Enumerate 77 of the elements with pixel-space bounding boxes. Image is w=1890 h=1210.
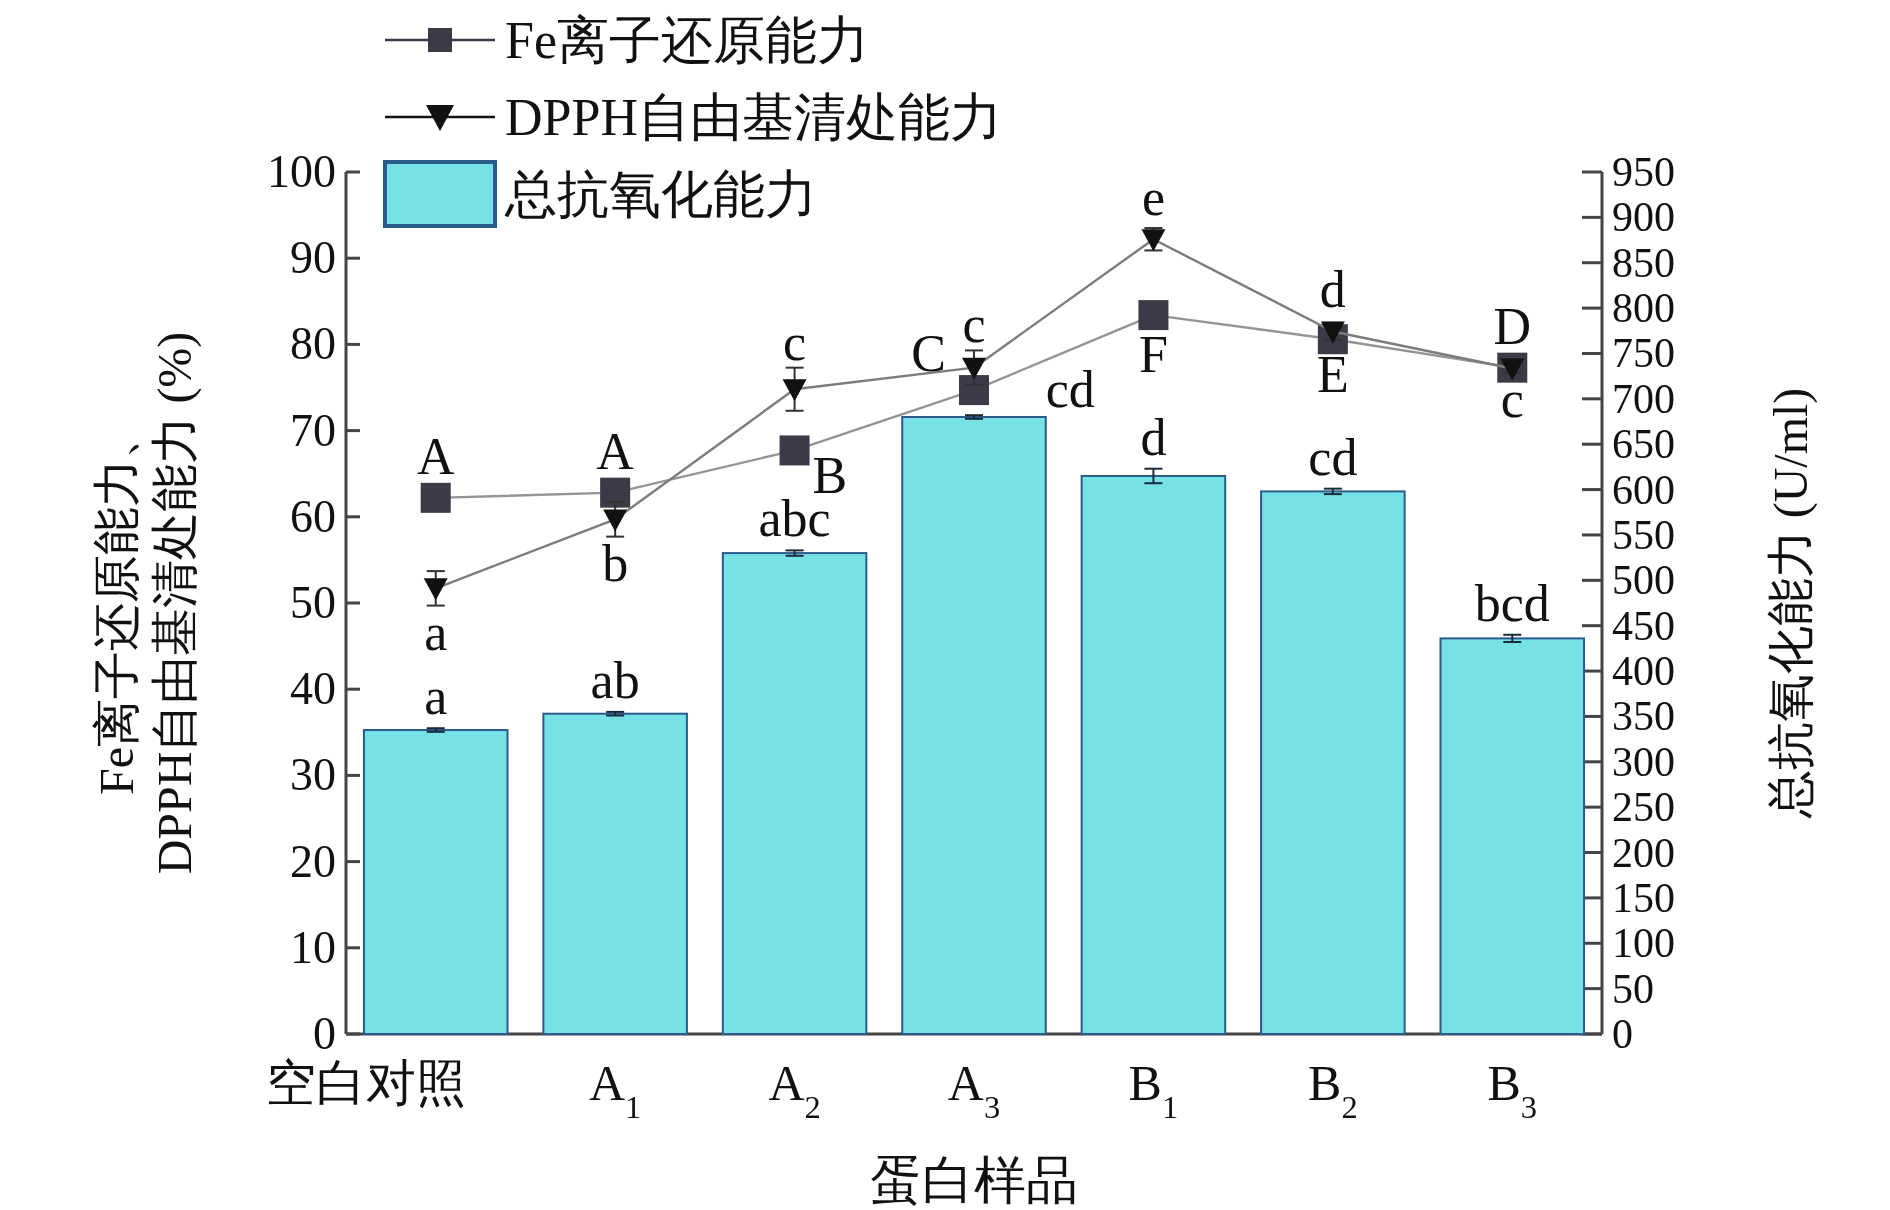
annotation: e: [1141, 169, 1165, 227]
y-axis-title: Fe离子还原能力、 DPPH自由基清处能力 (%): [90, 331, 202, 875]
y2-tick-label: 550: [1612, 511, 1675, 558]
annotation: a: [424, 603, 448, 661]
y2-tick-label: 450: [1612, 602, 1675, 649]
y2-tick-label: 900: [1612, 194, 1675, 241]
bar: [901, 415, 1047, 1035]
y-tick-label: 10: [290, 921, 336, 973]
x-tick-label: A$_{2}$: [768, 1055, 821, 1125]
point: [420, 482, 451, 513]
annotation: E: [1316, 345, 1349, 403]
x-tick-label: B$_{1}$: [1128, 1055, 1179, 1125]
y-tick-label: 100: [267, 146, 336, 197]
y2-tick-label: 250: [1612, 784, 1675, 831]
point: [423, 578, 448, 601]
annotation: D: [1493, 297, 1532, 355]
y2-tick-label: 100: [1612, 920, 1675, 967]
bar: [362, 729, 509, 1035]
y2-tick-label: 200: [1612, 829, 1675, 876]
annotation: cd: [1045, 361, 1095, 419]
bar: [1080, 474, 1227, 1035]
annotation: C: [911, 325, 946, 383]
y2-tick-label: 950: [1612, 149, 1675, 195]
x-tick-label: B$_{2}$: [1308, 1055, 1358, 1125]
y-tick-label: 90: [290, 232, 336, 284]
point: [1138, 300, 1169, 331]
y2-tick-label: 300: [1612, 738, 1675, 785]
x-tick-label: A$_{1}$: [588, 1055, 642, 1125]
bar: [542, 712, 688, 1035]
y-tick-label: 60: [290, 490, 336, 542]
legend-label: 总抗氧化能力: [504, 166, 817, 223]
y2-tick-label: 400: [1612, 648, 1675, 695]
y2-tick-label: 750: [1612, 330, 1675, 377]
annotation: A: [596, 422, 635, 480]
y2-axis-title: 总抗氧化能力 (U/ml): [1764, 387, 1818, 820]
bar: [1260, 490, 1406, 1035]
annotation: b: [602, 534, 629, 592]
y2-tick-label: 700: [1612, 375, 1675, 422]
y-tick-label: 40: [290, 663, 336, 715]
y2-tick-label: 0: [1612, 1011, 1633, 1057]
bar: [1439, 637, 1586, 1035]
y-tick-label: 50: [290, 577, 336, 628]
y-tick-label: 80: [290, 318, 336, 370]
y-tick-label: 20: [290, 835, 336, 887]
y-tick-label: 30: [290, 749, 336, 801]
point: [603, 509, 628, 532]
y-tick-label: 70: [290, 404, 336, 456]
y2-tick-label: 150: [1612, 874, 1675, 921]
y2-tick-label: 500: [1612, 557, 1675, 604]
bar: [721, 552, 868, 1035]
y2-tick-label: 350: [1612, 693, 1675, 740]
legend-label: Fe离子还原能力: [505, 12, 869, 69]
annotation: c: [962, 296, 986, 354]
annotation: d: [1140, 408, 1167, 466]
annotation: A: [416, 427, 455, 485]
y2-tick-label: 850: [1612, 239, 1675, 286]
point: [959, 375, 989, 406]
y2-tick-label: 800: [1612, 285, 1675, 332]
point: [779, 435, 810, 466]
annotation: c: [783, 313, 807, 371]
annotation: cd: [1308, 428, 1358, 486]
legend-label: DPPH自由基清处能力: [505, 89, 1002, 146]
annotation: bcd: [1474, 574, 1550, 632]
x-axis-title: 蛋白样品: [870, 1152, 1078, 1209]
y2-tick-label: 650: [1612, 421, 1675, 468]
y2-tick-label: 600: [1612, 466, 1675, 513]
annotation: a: [424, 668, 448, 726]
point: [962, 357, 986, 380]
annotation: F: [1138, 326, 1168, 384]
x-tick-label: B$_{3}$: [1487, 1055, 1538, 1125]
x-tick-label: A$_{3}$: [947, 1055, 1001, 1125]
y2-tick-label: 50: [1612, 965, 1654, 1012]
annotation: d: [1319, 261, 1346, 319]
annotation: c: [1500, 370, 1524, 428]
point: [600, 477, 631, 508]
point: [782, 379, 807, 402]
annotation: ab: [590, 651, 640, 709]
